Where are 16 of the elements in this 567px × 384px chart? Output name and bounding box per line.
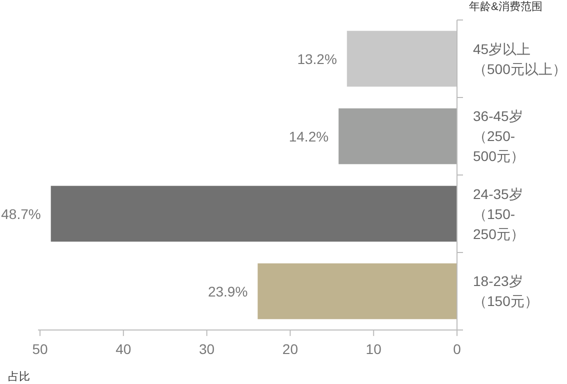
x-tick-label: 20 [282, 341, 298, 357]
y-tick-label: 18-23岁（150元） [473, 272, 538, 312]
data-label: 23.9% [208, 283, 248, 300]
y-tick-label: 24-35岁（150-250元） [473, 184, 526, 244]
x-tick-label: 30 [199, 341, 215, 357]
data-label: 14.2% [288, 128, 329, 144]
y-tick-label: 36-45岁（250-500元） [473, 107, 526, 166]
x-tick-label: 40 [116, 341, 132, 357]
data-label: 13.2% [297, 50, 337, 67]
x-tick-label: 10 [366, 341, 382, 357]
y-axis-title: 年龄&消费范围 [469, 0, 542, 13]
y-tick-label: 45岁以上（500元以上） [473, 40, 566, 79]
x-axis-title: 占比 [8, 370, 30, 383]
x-tick-label: 50 [32, 341, 48, 357]
x-tick-label: 0 [453, 341, 462, 357]
data-label: 48.7% [1, 206, 41, 222]
